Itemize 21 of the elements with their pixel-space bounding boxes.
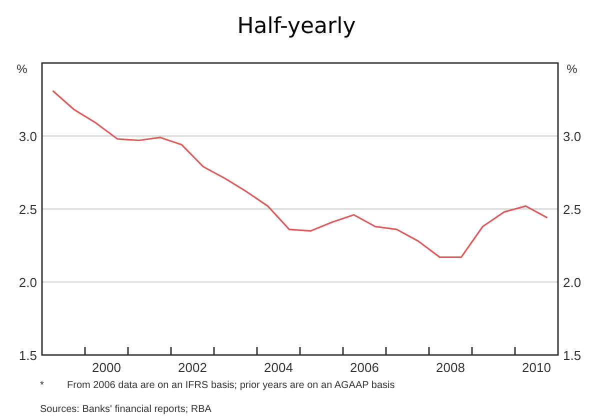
chart-title: Half-yearly <box>237 14 356 39</box>
line-series <box>52 90 548 258</box>
y2-tick-label: 2.0 <box>563 275 582 290</box>
x-tick-label: 2000 <box>92 360 121 375</box>
y2-tick-label: 2.5 <box>563 202 582 217</box>
x-tick-label: 2010 <box>522 360 551 375</box>
text: From 2006 data are on an IFRS basis; prior years are on an AGAAP basis <box>67 380 395 391</box>
x-tick-label: 2002 <box>178 360 207 375</box>
source-note: Sources: Banks' financial reports; RBA <box>40 404 212 415</box>
y-tick-label: 1.5 <box>18 348 37 363</box>
y-tick-label: 3.0 <box>18 129 37 144</box>
y-axis-title: % <box>16 62 28 76</box>
x-tick-label: 2008 <box>436 360 465 375</box>
y-tick-label: 2.0 <box>18 275 37 290</box>
x-tick-label: 2006 <box>350 360 379 375</box>
y2-tick-label: 1.5 <box>563 348 582 363</box>
y2-axis-title: % <box>566 62 578 76</box>
y-tick-label: 2.5 <box>18 202 37 217</box>
x-tick-label: 2004 <box>264 360 293 375</box>
text: * <box>40 380 44 391</box>
y2-tick-label: 3.0 <box>563 129 582 144</box>
